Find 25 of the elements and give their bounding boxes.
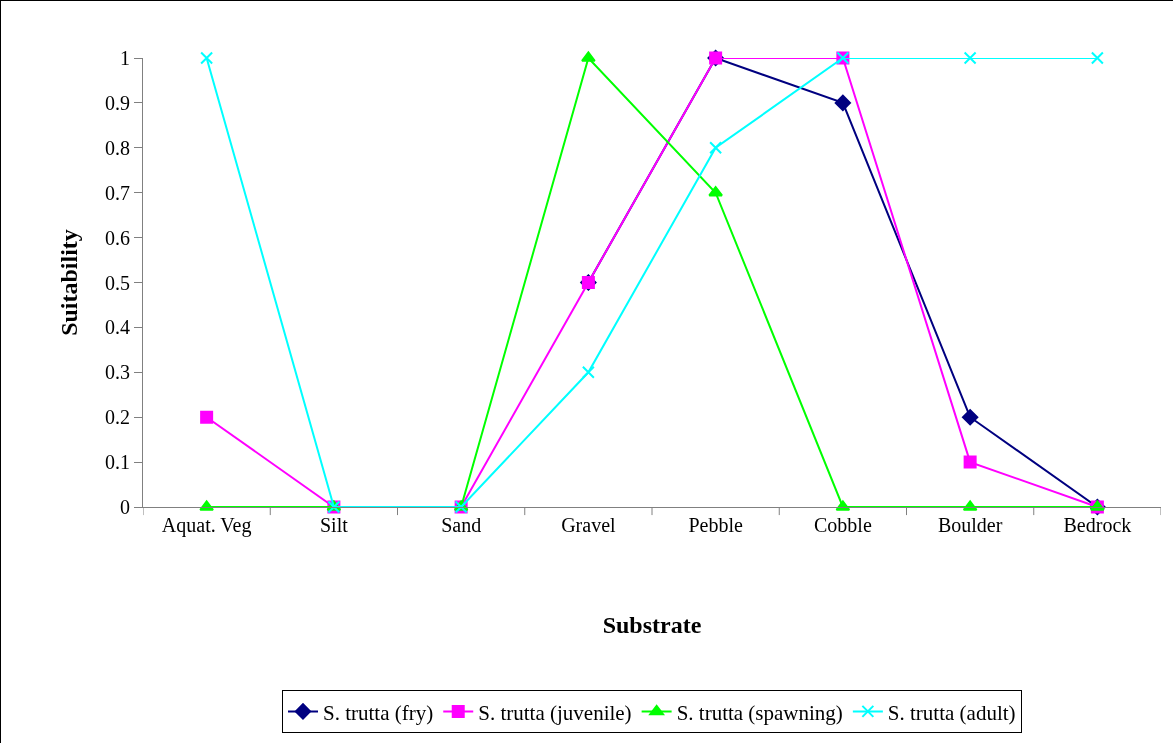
x-tick-label: Gravel bbox=[561, 514, 617, 536]
y-tick-label: 0.9 bbox=[105, 91, 130, 114]
x-tick-label: Cobble bbox=[813, 514, 872, 536]
y-axis-title: Suitability bbox=[56, 229, 83, 336]
legend-label: S. trutta (adult) bbox=[887, 700, 1016, 725]
x-axis-title: Substrate bbox=[602, 612, 702, 639]
y-tick-label: 1 bbox=[120, 47, 130, 69]
legend-label: S. trutta (fry) bbox=[323, 700, 434, 725]
y-tick-label: 0.4 bbox=[105, 316, 130, 339]
x-tick-label: Boulder bbox=[937, 514, 1003, 536]
y-tick-label: 0.7 bbox=[105, 181, 130, 204]
y-tick-label: 0.3 bbox=[105, 361, 130, 384]
y-tick-label: 0.8 bbox=[105, 136, 130, 159]
x-tick-label: Aquat. Veg bbox=[161, 514, 252, 537]
legend-label: S. trutta (spawning) bbox=[676, 700, 843, 725]
y-tick-label: 0.6 bbox=[105, 226, 130, 249]
y-tick-label: 0 bbox=[120, 496, 130, 518]
x-tick-label: Sand bbox=[441, 514, 482, 536]
y-tick-label: 0.2 bbox=[105, 406, 130, 429]
x-tick-label: Pebble bbox=[688, 514, 743, 536]
y-tick-label: 0.1 bbox=[105, 451, 130, 474]
x-tick-label: Bedrock bbox=[1063, 514, 1132, 536]
legend-label: S. trutta (juvenile) bbox=[478, 700, 632, 725]
y-tick-label: 0.5 bbox=[105, 271, 130, 294]
x-tick-label: Silt bbox=[319, 514, 349, 536]
